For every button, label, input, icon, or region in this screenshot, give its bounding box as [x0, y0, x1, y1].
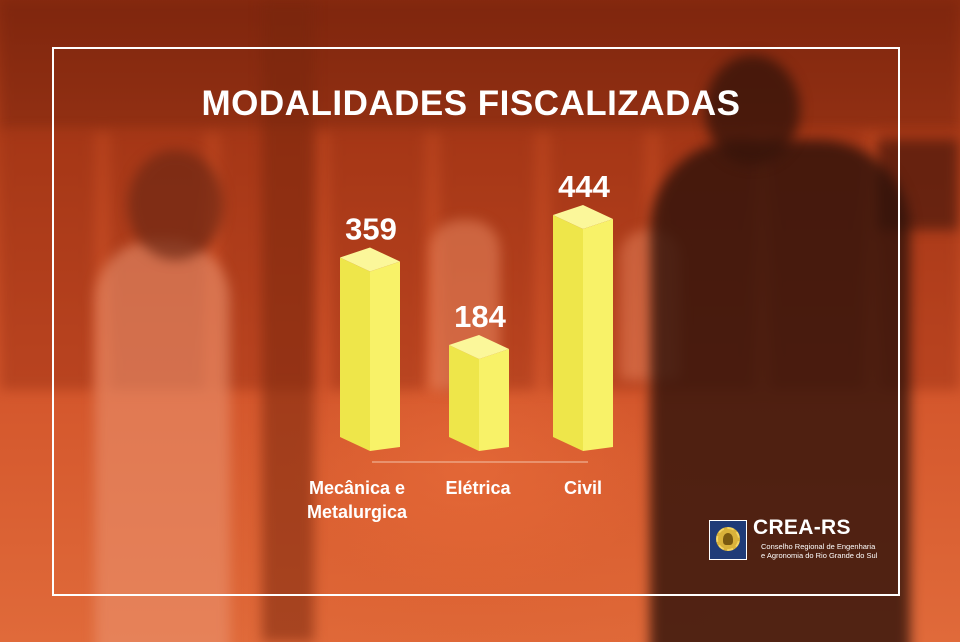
- logo-name: CREA-RS: [753, 516, 851, 539]
- bar-value-label: 444: [558, 169, 610, 204]
- white-frame: [52, 47, 900, 596]
- bar-front-face: [340, 257, 370, 451]
- category-label: Metalurgica: [307, 502, 408, 522]
- category-label: Elétrica: [445, 478, 511, 498]
- background-wall: [0, 0, 960, 130]
- bar-side-face: [583, 219, 613, 451]
- category-label: Civil: [564, 478, 602, 498]
- logo-subtitle-line1: Conselho Regional de Engenharia: [761, 542, 876, 551]
- crea-rs-logo: CREA-RS Conselho Regional de Engenharia …: [709, 516, 877, 562]
- bar-front-face: [449, 345, 479, 451]
- background-person-left-head: [128, 150, 223, 260]
- bar-top-face: [553, 205, 613, 229]
- background-person-left: [95, 240, 230, 642]
- bar-front-face: [553, 215, 583, 451]
- logo-subtitle-line2: e Agronomia do Rio Grande do Sul: [761, 551, 878, 560]
- bar-side-face: [370, 261, 400, 451]
- background-pillar: [262, 0, 314, 642]
- chart-title: MODALIDADES FISCALIZADAS: [201, 84, 741, 123]
- bar-side-face: [479, 349, 509, 451]
- bar-value-label: 359: [345, 212, 397, 247]
- category-label: Mecânica e: [309, 478, 405, 498]
- bar-value-label: 184: [454, 299, 506, 334]
- crea-seal-icon: [709, 520, 747, 560]
- bar-top-face: [449, 335, 509, 359]
- background-person-right-head: [705, 55, 800, 165]
- bar-top-face: [340, 247, 400, 272]
- seal-figure: [723, 533, 733, 545]
- background-person-right: [650, 140, 910, 642]
